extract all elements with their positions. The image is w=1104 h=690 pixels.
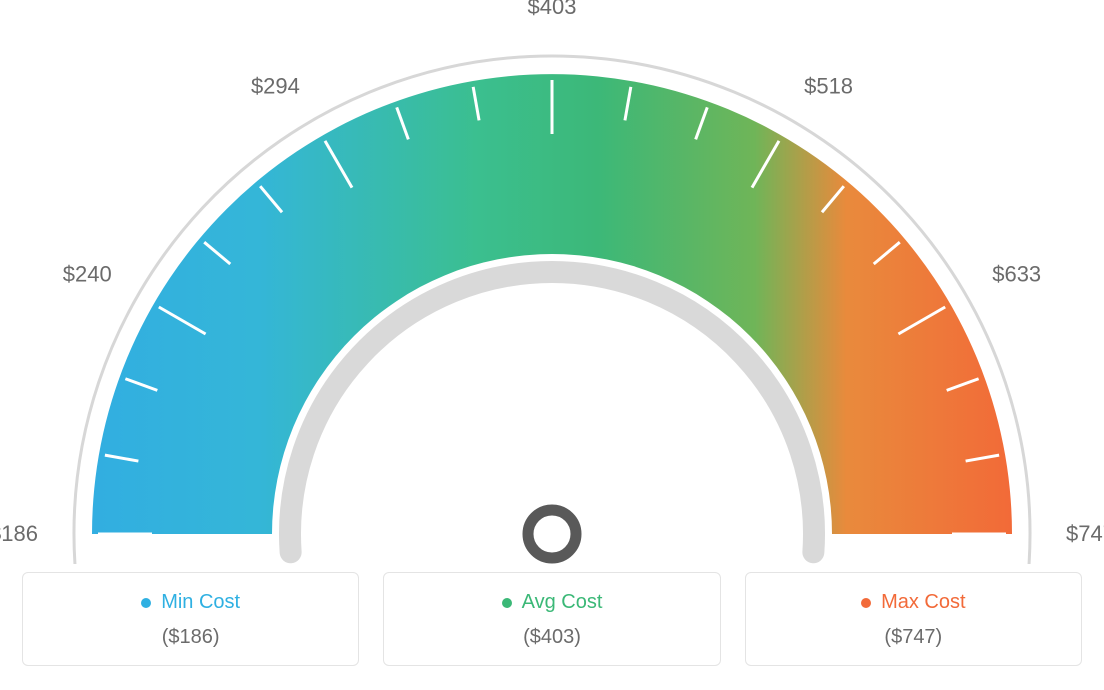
gauge-tick-label: $186 [0, 521, 38, 547]
legend-max-value: ($747) [756, 626, 1071, 649]
gauge-tick-label: $240 [63, 261, 112, 287]
legend-avg-box: Avg Cost ($403) [383, 572, 720, 666]
gauge-tick-label: $403 [528, 0, 577, 20]
legend-avg-value: ($403) [394, 626, 709, 649]
legend-min-box: Min Cost ($186) [22, 572, 359, 666]
legend-max-label: Max Cost [881, 591, 965, 614]
legend-row: Min Cost ($186) Avg Cost ($403) Max Cost… [22, 572, 1082, 666]
cost-gauge-chart: $186$240$294$403$518$633$747 [22, 24, 1082, 564]
legend-avg-label: Avg Cost [522, 591, 603, 614]
legend-avg-dot [502, 598, 512, 608]
legend-max-box: Max Cost ($747) [745, 572, 1082, 666]
legend-min-dot [141, 598, 151, 608]
legend-max-dot [861, 598, 871, 608]
gauge-tick-label: $294 [251, 73, 300, 99]
gauge-tick-label: $633 [992, 261, 1041, 287]
legend-min-value: ($186) [33, 626, 348, 649]
legend-avg-title: Avg Cost [502, 591, 603, 614]
legend-max-title: Max Cost [861, 591, 965, 614]
gauge-tick-label: $747 [1066, 521, 1104, 547]
legend-min-label: Min Cost [161, 591, 240, 614]
gauge-tick-label: $518 [804, 73, 853, 99]
gauge-svg [22, 24, 1082, 564]
legend-min-title: Min Cost [141, 591, 240, 614]
